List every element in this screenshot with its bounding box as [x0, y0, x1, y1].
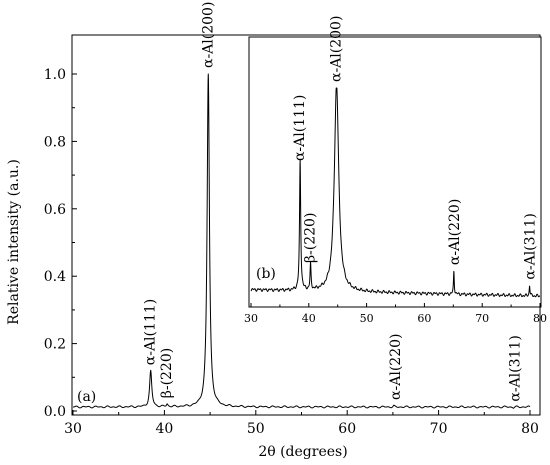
main-y-tick-label: 0.2 [44, 337, 66, 353]
main-y-tick-label: 1.0 [44, 67, 66, 83]
main-y-tick-label: 0.6 [44, 202, 66, 218]
inset-peak-label: α-Al(111) [292, 95, 308, 161]
main-x-tick-label: 30 [64, 421, 82, 437]
inset-xrd-trace [250, 87, 541, 298]
inset-x-tick-label: 40 [302, 312, 316, 325]
main-x-tick-label: 80 [521, 421, 539, 437]
inset-x-tick-label: 30 [244, 312, 258, 325]
inset-peak-label: α-Al(311) [523, 213, 539, 279]
inset-peak-label: β-(220) [303, 213, 319, 263]
inset-x-tick-label: 70 [475, 312, 489, 325]
main-peak-label: α-Al(311) [508, 335, 524, 401]
main-x-tick-label: 40 [155, 421, 173, 437]
main-x-tick-label: 70 [430, 421, 448, 437]
panel-b-label: (b) [256, 266, 276, 282]
main-panel: 30 40 50 60 70 800.00.20.40.60.81.0α-Al(111)β… [44, 2, 541, 437]
inset-background [249, 37, 541, 307]
main-x-tick-label: 60 [338, 421, 356, 437]
inset-x-tick-label: 80 [533, 312, 547, 325]
main-y-tick-label: 0.4 [44, 269, 66, 285]
main-peak-label: α-Al(111) [143, 299, 159, 365]
main-y-tick-label: 0.8 [44, 134, 66, 150]
main-x-tick-label: 50 [247, 421, 265, 437]
main-peak-label: β-(220) [159, 348, 175, 398]
main-y-tick-label: 0.0 [44, 404, 66, 420]
inset-peak-label: α-Al(220) [447, 199, 463, 265]
inset-peak-label: α-Al(200) [329, 16, 345, 82]
panel-a-label: (a) [77, 389, 96, 405]
inset-x-tick-label: 60 [417, 312, 431, 325]
main-x-axis-label: 2θ (degrees) [258, 444, 347, 460]
inset-panel: 30 40 50 60 70 80 α-Al(111) β-(220) α-Al(200) α-A… [244, 16, 547, 325]
inset-x-tick-label: 50 [360, 312, 374, 325]
main-peak-label: α-Al(220) [388, 334, 404, 400]
main-y-axis-label: Relative intensity (a.u.) [6, 159, 22, 325]
main-xrd-trace [72, 73, 531, 409]
main-peak-label: α-Al(200) [200, 2, 216, 68]
